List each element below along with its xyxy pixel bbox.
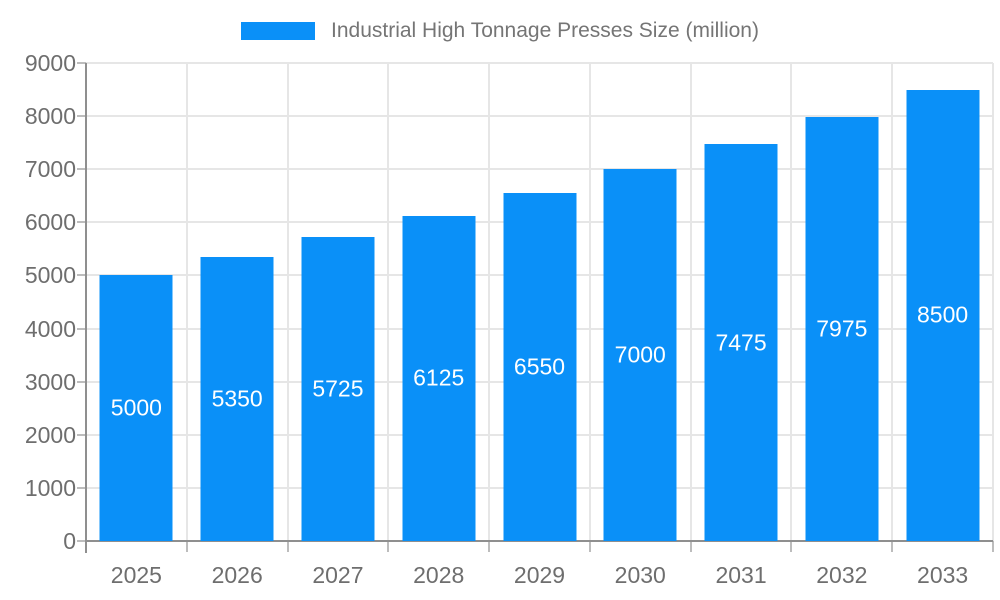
- y-tick-label: 3000: [24, 368, 76, 395]
- y-tick-label: 9000: [24, 50, 76, 76]
- bar-value-label: 7000: [614, 341, 666, 368]
- y-tick-label: 2000: [24, 421, 76, 448]
- bar-value-label: 7475: [715, 329, 767, 355]
- x-tick: [891, 541, 894, 552]
- x-tick-label: 2025: [110, 562, 162, 588]
- y-tick: [77, 380, 86, 383]
- y-tick: [77, 168, 86, 171]
- x-tick-label: 2032: [816, 562, 868, 588]
- y-tick: [77, 62, 86, 64]
- y-tick: [77, 540, 86, 542]
- h-gridline: [86, 115, 993, 118]
- y-tick-label: 0: [63, 528, 76, 554]
- y-tick-label: 8000: [24, 103, 76, 130]
- legend-label: Industrial High Tonnage Presses Size (mi…: [331, 19, 759, 42]
- bar-value-label: 5350: [211, 385, 263, 412]
- bar-2029[interactable]: 6550: [503, 193, 576, 541]
- x-tick-label: 2026: [211, 562, 263, 588]
- bar-2031[interactable]: 7475: [704, 144, 778, 541]
- x-tick-label: 2031: [715, 562, 767, 588]
- y-axis-labels: 0 1000 2000 3000 4000 5000 6000 7000 8000 9000: [0, 50, 76, 554]
- y-tick: [77, 486, 86, 489]
- y-tick-label: 7000: [24, 156, 76, 183]
- x-tick-label: 2030: [614, 562, 666, 588]
- v-gridline: [387, 63, 390, 541]
- legend[interactable]: Industrial High Tonnage Presses Size (mi…: [0, 18, 1000, 44]
- legend-swatch: [241, 22, 315, 40]
- x-tick-label: 2028: [413, 562, 465, 588]
- x-tick-label: 2029: [513, 562, 566, 588]
- bar-value-label: 5000: [110, 394, 162, 421]
- y-tick-label: 1000: [24, 474, 76, 501]
- x-tick-label: 2027: [312, 562, 364, 588]
- x-axis-labels: 2025 2026 2027 2028 2029 2030 2031 2032 2033: [86, 560, 993, 590]
- bar-2032[interactable]: 7975: [805, 117, 879, 541]
- x-tick: [790, 541, 793, 552]
- x-tick: [992, 541, 994, 552]
- bar-value-label: 7975: [816, 315, 868, 342]
- bar-2033[interactable]: 8500: [906, 89, 980, 541]
- v-gridline: [488, 63, 491, 541]
- h-gridline: [86, 168, 993, 171]
- y-tick: [77, 221, 86, 224]
- v-gridline: [790, 63, 793, 541]
- y-tick-label: 4000: [24, 315, 76, 342]
- bar-value-label: 6125: [413, 364, 465, 391]
- v-gridline: [588, 63, 591, 541]
- x-tick: [387, 541, 390, 552]
- v-gridline: [992, 63, 994, 541]
- v-gridline: [891, 63, 894, 541]
- bar-2027[interactable]: 5725: [301, 236, 375, 541]
- x-axis-line: [86, 540, 993, 542]
- y-tick-label: 6000: [24, 209, 76, 236]
- v-gridline: [185, 63, 188, 541]
- bar-2025[interactable]: 5000: [99, 275, 173, 541]
- y-tick: [77, 274, 86, 277]
- x-tick: [286, 541, 289, 552]
- y-axis-line: [85, 63, 87, 553]
- x-tick: [185, 541, 188, 552]
- y-tick: [77, 327, 86, 330]
- x-tick-label: 2033: [917, 562, 969, 588]
- bar-value-label: 5725: [312, 375, 364, 402]
- x-tick: [689, 541, 692, 552]
- y-tick-label: 5000: [24, 262, 76, 289]
- plot-area: 5000 5350 5725 6125 6550 7000 7475 7975 8500: [86, 62, 994, 541]
- bar-value-label: 6550: [513, 353, 566, 380]
- bar-value-label: 8500: [917, 301, 969, 328]
- v-gridline: [286, 63, 289, 541]
- h-gridline: [86, 62, 993, 64]
- bar-2028[interactable]: 6125: [402, 215, 476, 541]
- y-tick: [77, 115, 86, 118]
- bar-2030[interactable]: 7000: [603, 169, 677, 541]
- bar-2026[interactable]: 5350: [200, 256, 274, 541]
- v-gridline: [689, 63, 692, 541]
- x-tick: [588, 541, 591, 552]
- x-tick: [488, 541, 491, 552]
- y-tick: [77, 433, 86, 436]
